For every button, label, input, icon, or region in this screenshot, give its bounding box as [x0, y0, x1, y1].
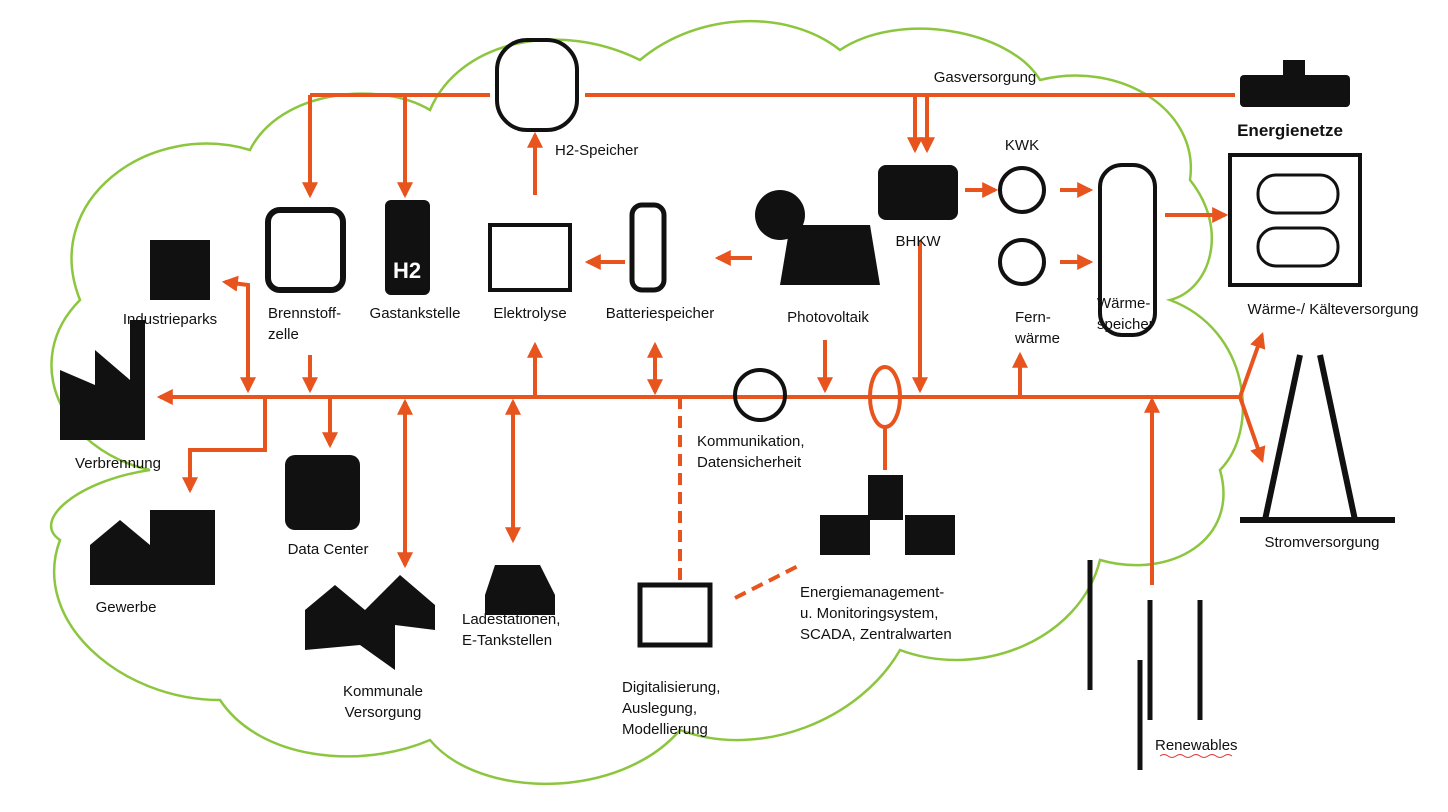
node-label: Auslegung,: [622, 700, 697, 717]
node-label: Renewables: [1155, 737, 1238, 754]
node-label: E-Tankstellen: [462, 632, 552, 649]
node-label: wärme: [1014, 330, 1060, 347]
icons: H2: [60, 40, 1395, 770]
labels: Energienetze Gasversorgung KWK H2-Speicher B…: [75, 69, 1418, 754]
node-label: Wärme-/ Kälteversorgung: [1248, 301, 1419, 318]
node-label: zelle: [268, 326, 299, 343]
cloud: [51, 21, 1243, 784]
node-label: Kommunikation,: [697, 433, 805, 450]
node-label: Wärme-: [1097, 295, 1150, 312]
node-label: Verbrennung: [75, 455, 161, 472]
node-label: H2-Speicher: [555, 142, 638, 159]
node-label: Kommunale: [343, 683, 423, 700]
node-label: Versorgung: [345, 704, 422, 721]
node-label: Modellierung: [622, 721, 708, 738]
node-label: Datensicherheit: [697, 454, 802, 471]
node-label: speicher: [1097, 316, 1154, 333]
node-label: Batteriespeicher: [606, 305, 714, 322]
node-label: Digitalisierung,: [622, 679, 720, 696]
node-label: SCADA, Zentralwarten: [800, 626, 952, 643]
node-label: Ladestationen,: [462, 611, 560, 628]
title: Energienetze: [1237, 121, 1343, 140]
icon-text: H2: [393, 258, 421, 283]
node-label: Gewerbe: [96, 599, 157, 616]
node-label: Energiemanagement-: [800, 584, 944, 601]
node-label: Gastankstelle: [370, 305, 461, 322]
node-label: u. Monitoringsystem,: [800, 605, 938, 622]
node-label: KWK: [1005, 137, 1039, 154]
diagram: H2 Energienetze Gasversorgung KWK H2-Speich…: [0, 0, 1448, 812]
node-label: Fern-: [1015, 309, 1051, 326]
node-label: Elektrolyse: [493, 305, 566, 322]
node-label: Data Center: [288, 541, 369, 558]
node-label: Gasversorgung: [934, 69, 1037, 86]
node-label: Industrieparks: [123, 311, 217, 328]
node-label: BHKW: [896, 233, 942, 250]
node-label: Brennstoff-: [268, 305, 341, 322]
node-label: Photovoltaik: [787, 309, 869, 326]
node-label: Stromversorgung: [1264, 534, 1379, 551]
